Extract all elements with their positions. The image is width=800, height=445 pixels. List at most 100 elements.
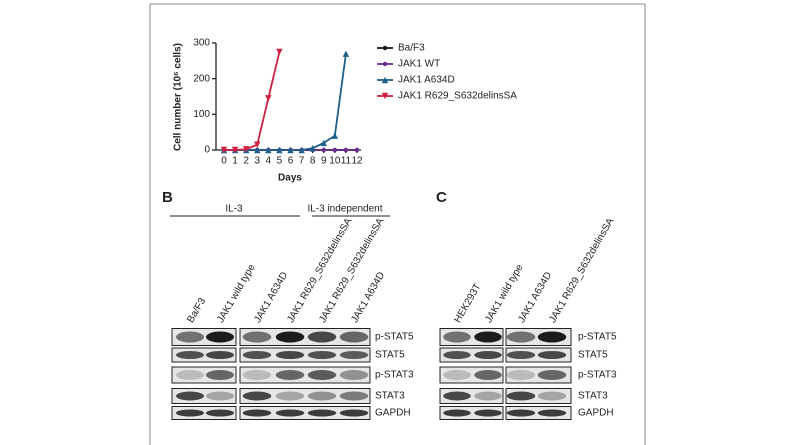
band [307,351,337,359]
band [443,370,471,380]
x-tick-label: 7 [299,156,305,167]
point [265,146,272,154]
band [443,391,471,401]
band [506,331,536,343]
x-tick-label: 5 [277,156,283,167]
row-label: p-STAT5 [578,332,617,343]
band [275,370,305,380]
band [506,351,536,359]
point [242,146,250,153]
band [206,331,234,343]
band [176,370,204,380]
band [307,370,337,380]
band [206,409,234,417]
x-tick-label: 11 [341,156,352,167]
y-tick-label: 300 [193,38,210,49]
legend-label: JAK1 WT [398,59,440,70]
point [231,146,239,154]
legend-marker [381,92,389,100]
blot [239,347,371,363]
band [474,391,502,401]
point [276,146,283,154]
blot [239,406,371,420]
band [474,409,502,417]
point [321,147,326,153]
band [443,331,471,343]
point [276,48,283,56]
x-tick-label: 2 [243,156,249,167]
legend-label: Ba/F3 [398,43,425,54]
lane-label: JAK1 R629_S632delinsSA [317,216,386,325]
row-label: STAT5 [578,350,608,361]
x-tick-label: 4 [266,156,272,167]
band [474,351,502,359]
band [307,331,337,343]
band [176,409,204,417]
x-tick-label: 12 [351,156,363,167]
y-tick-label: 100 [193,109,210,120]
band [506,391,536,401]
band [275,409,305,417]
blot [239,366,371,384]
series-line [224,53,347,151]
row-label: p-STAT3 [375,370,414,381]
point [309,145,316,152]
point [265,95,272,102]
x-tick-label: 3 [254,156,260,167]
point [298,146,305,154]
lane-label: JAK1 R629_S632delinsSA [285,216,354,325]
legend-marker [382,45,388,51]
band [242,370,272,380]
band [537,351,567,359]
band [339,351,369,359]
y-axis-label: Cell number (10⁶ cells) [173,43,184,151]
band [474,331,502,343]
row-label: GAPDH [375,408,411,419]
x-tick-label: 6 [288,156,294,167]
point [254,141,261,148]
band [339,409,369,417]
lane-label: JAK1 A634D [349,270,387,325]
lane-label: Ba/F3 [185,296,208,325]
point [332,147,338,153]
x-tick-label: 8 [310,156,316,167]
band [242,409,272,417]
point [342,50,350,57]
point [254,146,261,154]
band [206,351,234,359]
band [537,409,567,417]
point [354,147,360,153]
row-label: STAT5 [375,350,405,361]
band [242,331,272,343]
y-tick-label: 200 [193,73,210,84]
band [176,391,204,401]
band [474,370,502,380]
row-label: p-STAT3 [578,370,617,381]
row-label: STAT3 [578,391,608,402]
row-label: GAPDH [578,408,614,419]
band [307,391,337,401]
row-label: STAT3 [375,391,405,402]
band [537,391,567,401]
x-tick-label: 10 [329,156,341,167]
blot [239,328,371,346]
x-tick-label: 1 [232,156,238,167]
band [275,331,305,343]
band [443,351,471,359]
point [331,132,339,139]
band [443,409,471,417]
lane-label: HEK293T [452,282,483,325]
panel-letter: B [162,189,173,206]
band [506,409,536,417]
y-tick-label: 0 [204,145,210,156]
band [242,351,272,359]
band [506,370,536,380]
group-label: IL-3 [225,204,243,215]
band [537,370,567,380]
x-tick-label: 9 [321,156,327,167]
band [537,331,567,343]
legend-label: JAK1 R629_S632delinsSA [398,91,517,102]
band [339,391,369,401]
band [275,351,305,359]
